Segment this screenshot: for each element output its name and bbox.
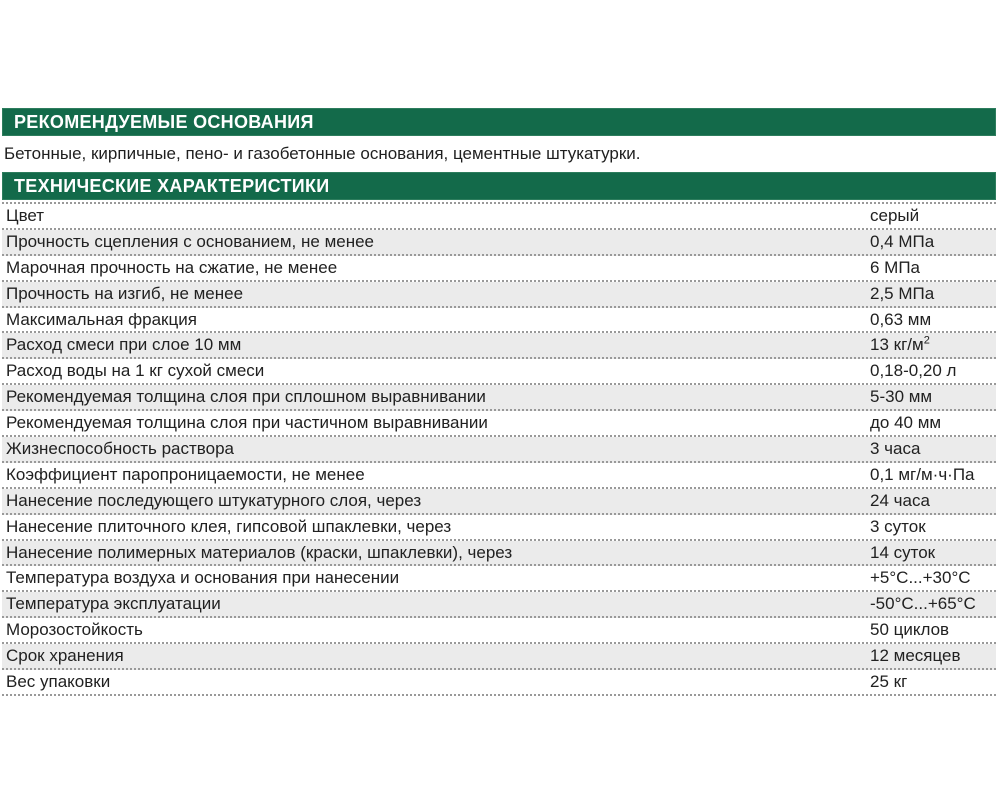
spec-row-label: Прочность на изгиб, не менее — [2, 284, 868, 304]
spec-table-row: Температура воздуха и основания при нане… — [2, 566, 996, 592]
spec-table-row: Прочность сцепления с основанием, не мен… — [2, 230, 996, 256]
spec-row-value: 0,18-0,20 л — [868, 361, 996, 381]
spec-row-value: 14 суток — [868, 543, 996, 563]
spec-value-text: 50 циклов — [870, 620, 949, 639]
spec-row-value: 0,1 мг/м·ч·Па — [868, 465, 996, 485]
spec-row-label: Расход воды на 1 кг сухой смеси — [2, 361, 868, 381]
spec-value-text: 13 кг/м — [870, 335, 924, 354]
spec-table-row: Срок хранения 12 месяцев — [2, 644, 996, 670]
spec-value-text: 2,5 МПа — [870, 284, 934, 303]
spec-row-label: Расход смеси при слое 10 мм — [2, 335, 868, 355]
spec-value-superscript: 2 — [924, 335, 930, 346]
spec-row-value: серый — [868, 206, 996, 226]
spec-value-text: 12 месяцев — [870, 646, 961, 665]
spec-table-row: Марочная прочность на сжатие, не менее 6… — [2, 256, 996, 282]
spec-table-row: Морозостойкость 50 циклов — [2, 618, 996, 644]
spec-table-row: Рекомендуемая толщина слоя при сплошном … — [2, 385, 996, 411]
spec-table-row: Коэффициент паропроницаемости, не менее … — [2, 463, 996, 489]
spec-value-text: 6 МПа — [870, 258, 920, 277]
spec-table-row: Нанесение последующего штукатурного слоя… — [2, 489, 996, 515]
spec-value-text: 0,18-0,20 л — [870, 361, 956, 380]
spec-value-text: 0,63 мм — [870, 310, 931, 329]
spec-table-row: Нанесение полимерных материалов (краски,… — [2, 541, 996, 567]
spec-row-label: Нанесение плиточного клея, гипсовой шпак… — [2, 517, 868, 537]
spec-value-text: 5-30 мм — [870, 387, 932, 406]
section-title-recommended-bases: РЕКОМЕНДУЕМЫЕ ОСНОВАНИЯ — [14, 112, 314, 133]
datasheet-page: РЕКОМЕНДУЕМЫЕ ОСНОВАНИЯ Бетонные, кирпич… — [0, 0, 1000, 799]
spec-row-value: 6 МПа — [868, 258, 996, 278]
spec-table-row: Вес упаковки 25 кг — [2, 670, 996, 696]
spec-row-label: Рекомендуемая толщина слоя при сплошном … — [2, 387, 868, 407]
spec-row-label: Максимальная фракция — [2, 310, 868, 330]
spec-value-text: 14 суток — [870, 543, 935, 562]
spec-row-value: 5-30 мм — [868, 387, 996, 407]
spec-row-value: 3 часа — [868, 439, 996, 459]
spec-row-label: Температура эксплуатации — [2, 594, 868, 614]
spec-row-label: Нанесение полимерных материалов (краски,… — [2, 543, 868, 563]
spec-row-label: Жизнеспособность раствора — [2, 439, 868, 459]
spec-value-text: до 40 мм — [870, 413, 941, 432]
spec-row-value: 12 месяцев — [868, 646, 996, 666]
spec-table-row: Жизнеспособность раствора 3 часа — [2, 437, 996, 463]
spec-table-row: Температура эксплуатации -50°С...+65°С — [2, 592, 996, 618]
spec-row-value: до 40 мм — [868, 413, 996, 433]
spec-row-label: Срок хранения — [2, 646, 868, 666]
spec-row-value: -50°С...+65°С — [868, 594, 996, 614]
spec-value-text: 25 кг — [870, 672, 907, 691]
spec-table-row: Цвет серый — [2, 204, 996, 230]
section-header-recommended-bases: РЕКОМЕНДУЕМЫЕ ОСНОВАНИЯ — [2, 108, 996, 136]
spec-value-text: +5°С...+30°С — [870, 568, 971, 587]
recommended-bases-text: Бетонные, кирпичные, пено- и газобетонны… — [4, 136, 996, 172]
spec-row-value: 24 часа — [868, 491, 996, 511]
spec-row-label: Температура воздуха и основания при нане… — [2, 568, 868, 588]
spec-row-value: +5°С...+30°С — [868, 568, 996, 588]
spec-value-text: серый — [870, 206, 919, 225]
spec-table-row: Расход воды на 1 кг сухой смеси 0,18-0,2… — [2, 359, 996, 385]
spec-value-text: 0,4 МПа — [870, 232, 934, 251]
spec-row-value: 3 суток — [868, 517, 996, 537]
spec-table: Цвет серый Прочность сцепления с основан… — [2, 202, 996, 696]
spec-table-row: Нанесение плиточного клея, гипсовой шпак… — [2, 515, 996, 541]
spec-table-row: Прочность на изгиб, не менее 2,5 МПа — [2, 282, 996, 308]
spec-row-value: 0,4 МПа — [868, 232, 996, 252]
spec-row-value: 50 циклов — [868, 620, 996, 640]
spec-table-row: Рекомендуемая толщина слоя при частичном… — [2, 411, 996, 437]
section-title-technical-characteristics: ТЕХНИЧЕСКИЕ ХАРАКТЕРИСТИКИ — [14, 176, 330, 197]
spec-value-text: 24 часа — [870, 491, 930, 510]
spec-table-row: Расход смеси при слое 10 мм 13 кг/м2 — [2, 333, 996, 359]
spec-row-label: Вес упаковки — [2, 672, 868, 692]
spec-value-text: 0,1 мг/м·ч·Па — [870, 465, 975, 484]
spec-value-text: 3 суток — [870, 517, 926, 536]
spec-row-value: 25 кг — [868, 672, 996, 692]
spec-row-label: Рекомендуемая толщина слоя при частичном… — [2, 413, 868, 433]
spec-row-label: Марочная прочность на сжатие, не менее — [2, 258, 868, 278]
spec-row-label: Морозостойкость — [2, 620, 868, 640]
spec-row-label: Прочность сцепления с основанием, не мен… — [2, 232, 868, 252]
spec-row-value: 2,5 МПа — [868, 284, 996, 304]
spec-table-row: Максимальная фракция 0,63 мм — [2, 308, 996, 334]
spec-row-label: Цвет — [2, 206, 868, 226]
spec-row-label: Коэффициент паропроницаемости, не менее — [2, 465, 868, 485]
spec-row-label: Нанесение последующего штукатурного слоя… — [2, 491, 868, 511]
spec-value-text: 3 часа — [870, 439, 920, 458]
section-header-technical-characteristics: ТЕХНИЧЕСКИЕ ХАРАКТЕРИСТИКИ — [2, 172, 996, 200]
spec-value-text: -50°С...+65°С — [870, 594, 976, 613]
spec-row-value: 0,63 мм — [868, 310, 996, 330]
spec-row-value: 13 кг/м2 — [868, 335, 996, 355]
